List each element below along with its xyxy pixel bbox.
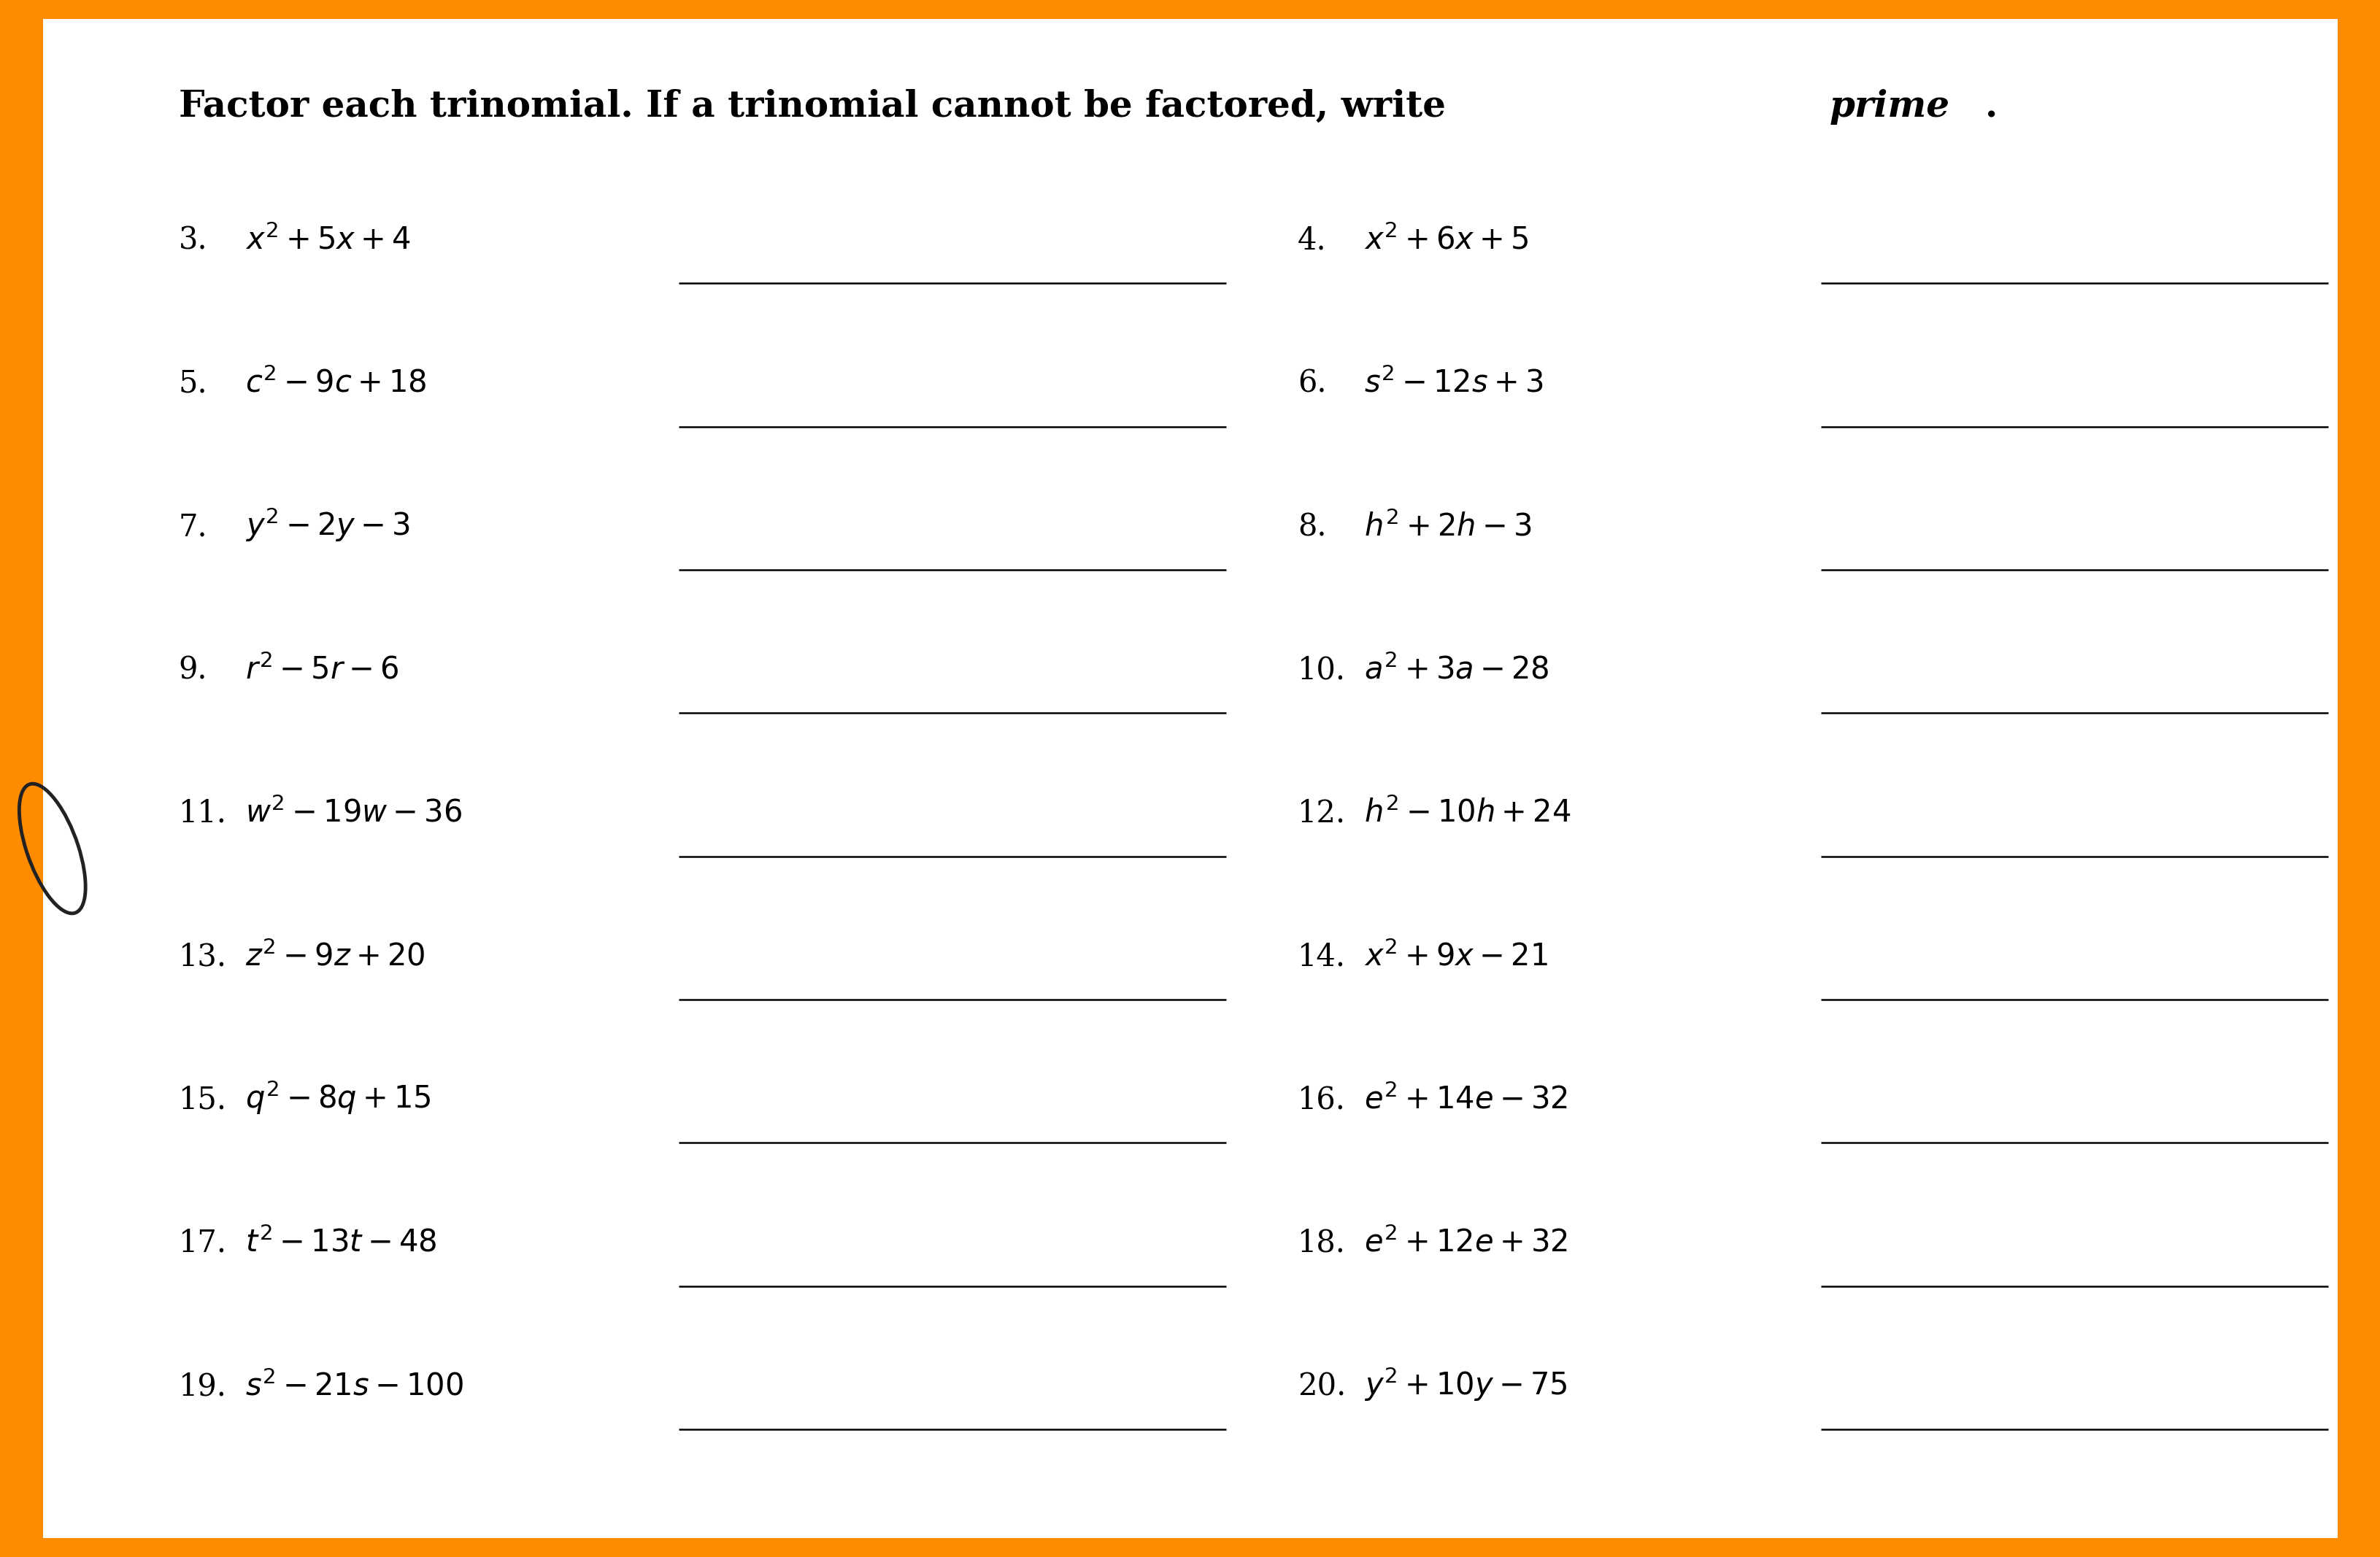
Text: $a^2 + 3a - 28$: $a^2 + 3a - 28$ xyxy=(1364,654,1549,685)
Text: $e^2 + 14e - 32$: $e^2 + 14e - 32$ xyxy=(1364,1084,1566,1115)
Text: .: . xyxy=(1985,89,1997,125)
Text: 13.: 13. xyxy=(178,942,226,972)
Text: $x^2 + 9x - 21$: $x^2 + 9x - 21$ xyxy=(1364,940,1547,972)
Text: 9.: 9. xyxy=(178,655,207,685)
Text: $h^2 + 2h - 3$: $h^2 + 2h - 3$ xyxy=(1364,511,1530,542)
Text: $e^2 + 12e + 32$: $e^2 + 12e + 32$ xyxy=(1364,1227,1566,1258)
Text: 17.: 17. xyxy=(178,1228,226,1258)
Text: 5.: 5. xyxy=(178,369,207,399)
Text: $x^2 + 5x + 4$: $x^2 + 5x + 4$ xyxy=(245,224,412,255)
Text: 6.: 6. xyxy=(1297,369,1326,399)
Text: $t^2 - 13t - 48$: $t^2 - 13t - 48$ xyxy=(245,1227,436,1258)
FancyBboxPatch shape xyxy=(43,19,2337,1538)
Text: $x^2 + 6x + 5$: $x^2 + 6x + 5$ xyxy=(1364,224,1528,255)
Text: prime: prime xyxy=(1830,89,1949,125)
Text: 16.: 16. xyxy=(1297,1085,1345,1115)
Text: 4.: 4. xyxy=(1297,226,1326,255)
Text: $y^2 - 2y - 3$: $y^2 - 2y - 3$ xyxy=(245,506,409,543)
Text: 19.: 19. xyxy=(178,1372,226,1401)
Text: $y^2 + 10y - 75$: $y^2 + 10y - 75$ xyxy=(1364,1365,1566,1403)
Text: 8.: 8. xyxy=(1297,512,1326,542)
Text: $s^2 - 12s + 3$: $s^2 - 12s + 3$ xyxy=(1364,367,1542,399)
Text: 11.: 11. xyxy=(178,799,226,828)
Text: $q^2 - 8q + 15$: $q^2 - 8q + 15$ xyxy=(245,1079,431,1116)
Text: 7.: 7. xyxy=(178,512,207,542)
Text: $z^2 - 9z + 20$: $z^2 - 9z + 20$ xyxy=(245,940,426,972)
Text: 18.: 18. xyxy=(1297,1228,1345,1258)
Text: 20.: 20. xyxy=(1297,1372,1345,1401)
Text: $r^2 - 5r - 6$: $r^2 - 5r - 6$ xyxy=(245,654,400,685)
Text: 10.: 10. xyxy=(1297,655,1345,685)
Text: 12.: 12. xyxy=(1297,799,1345,828)
Text: $c^2 - 9c + 18$: $c^2 - 9c + 18$ xyxy=(245,367,426,399)
Text: 15.: 15. xyxy=(178,1085,226,1115)
Text: $s^2 - 21s - 100$: $s^2 - 21s - 100$ xyxy=(245,1370,464,1401)
Text: 3.: 3. xyxy=(178,226,207,255)
Text: $h^2 - 10h + 24$: $h^2 - 10h + 24$ xyxy=(1364,797,1571,828)
Text: Factor each trinomial. If a trinomial cannot be factored, write: Factor each trinomial. If a trinomial ca… xyxy=(178,89,1459,125)
Text: $w^2 - 19w - 36$: $w^2 - 19w - 36$ xyxy=(245,797,462,828)
Text: 14.: 14. xyxy=(1297,942,1345,972)
